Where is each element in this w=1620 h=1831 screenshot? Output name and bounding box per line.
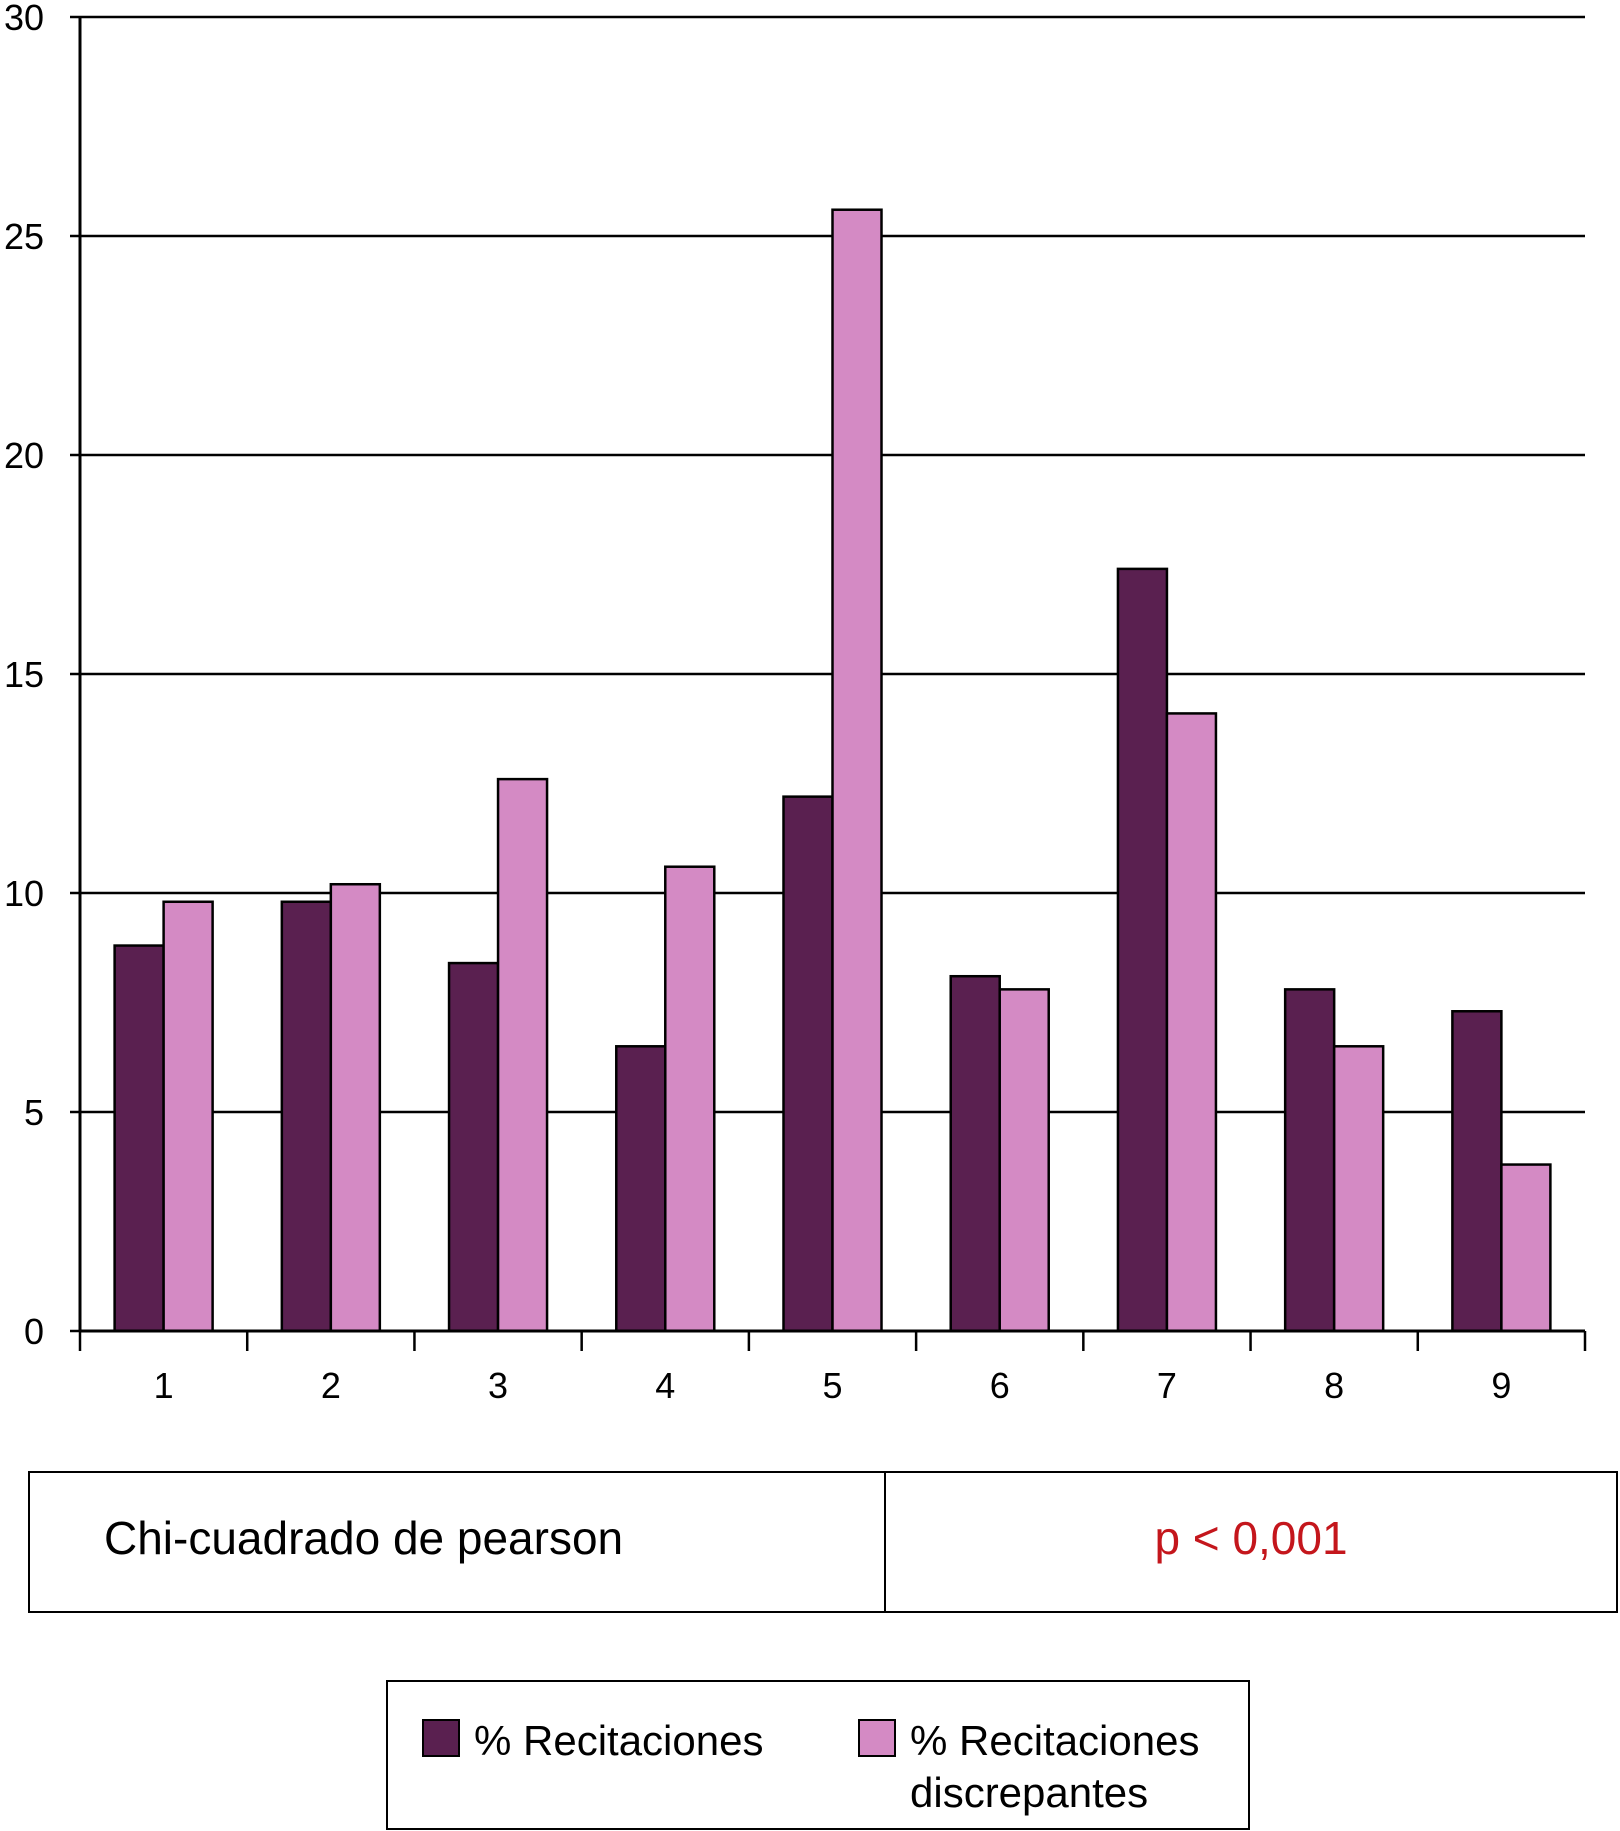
- x-tick-label: 8: [1324, 1365, 1344, 1406]
- y-tick-label: 15: [4, 654, 44, 695]
- legend: % Recitaciones % Recitaciones discrepant…: [386, 1680, 1250, 1830]
- y-tick-label: 30: [4, 0, 44, 38]
- bar-recitaciones-discrepantes-2: [329, 882, 382, 1333]
- stats-test-label: Chi-cuadrado de pearson: [104, 1512, 624, 1564]
- y-tick-label: 25: [4, 216, 44, 257]
- x-tick-label: 2: [321, 1365, 341, 1406]
- bar-recitaciones-8: [1283, 988, 1336, 1333]
- bar-recitaciones-6: [949, 974, 1001, 1333]
- x-tick-label: 4: [655, 1365, 675, 1406]
- legend-label-recitaciones: % Recitaciones: [474, 1717, 764, 1764]
- bar-recitaciones-discrepantes-8: [1332, 1045, 1385, 1333]
- bar-chart: 0 5 10 15 20 25 30 1 2 3 4 5 6 7 8 9: [4, 0, 1587, 1406]
- legend-label-recitaciones-discrepantes: % Recitaciones discrepantes: [910, 1717, 1200, 1816]
- legend-swatch-recitaciones-discrepantes: [858, 1719, 896, 1757]
- tick-labels: 0 5 10 15 20 25 30 1 2 3 4 5 6 7 8 9: [4, 0, 1511, 1406]
- bar-recitaciones-discrepantes-7: [1165, 712, 1218, 1333]
- y-tick-label: 5: [24, 1092, 44, 1133]
- bar-recitaciones-3: [447, 961, 500, 1333]
- axes: [70, 15, 1587, 1351]
- x-tick-label: 1: [154, 1365, 174, 1406]
- bar-recitaciones-discrepantes-4: [664, 865, 716, 1333]
- bars: [113, 208, 1552, 1333]
- stats-p-value: p < 0,001: [1154, 1512, 1348, 1564]
- legend-item-recitaciones: % Recitaciones: [422, 1715, 763, 1767]
- bar-recitaciones-discrepantes-6: [998, 988, 1050, 1333]
- stats-value-cell: p < 0,001: [886, 1473, 1616, 1611]
- bar-recitaciones-9: [1451, 1010, 1503, 1333]
- y-tick-label: 10: [4, 873, 44, 914]
- x-tick-label: 3: [488, 1365, 508, 1406]
- x-tick-label: 5: [822, 1365, 842, 1406]
- legend-item-recitaciones-discrepantes: % Recitaciones discrepantes: [858, 1715, 1240, 1819]
- stats-label-cell: Chi-cuadrado de pearson: [30, 1473, 886, 1611]
- x-tick-label: 6: [990, 1365, 1010, 1406]
- y-tick-label: 0: [24, 1311, 44, 1352]
- legend-swatch-recitaciones: [422, 1719, 460, 1757]
- x-tick-label: 7: [1157, 1365, 1177, 1406]
- bar-recitaciones-discrepantes-5: [831, 208, 883, 1333]
- bar-recitaciones-4: [615, 1045, 667, 1333]
- bar-recitaciones-discrepantes-3: [496, 777, 549, 1333]
- stats-table: Chi-cuadrado de pearson p < 0,001: [28, 1471, 1618, 1613]
- y-tick-label: 20: [4, 435, 44, 476]
- bar-recitaciones-1: [113, 944, 165, 1333]
- x-tick-label: 9: [1491, 1365, 1511, 1406]
- bar-recitaciones-2: [280, 900, 333, 1333]
- bar-recitaciones-discrepantes-1: [162, 900, 214, 1333]
- bar-recitaciones-discrepantes-9: [1500, 1163, 1552, 1333]
- bar-recitaciones-5: [782, 795, 834, 1333]
- bar-recitaciones-7: [1116, 567, 1169, 1333]
